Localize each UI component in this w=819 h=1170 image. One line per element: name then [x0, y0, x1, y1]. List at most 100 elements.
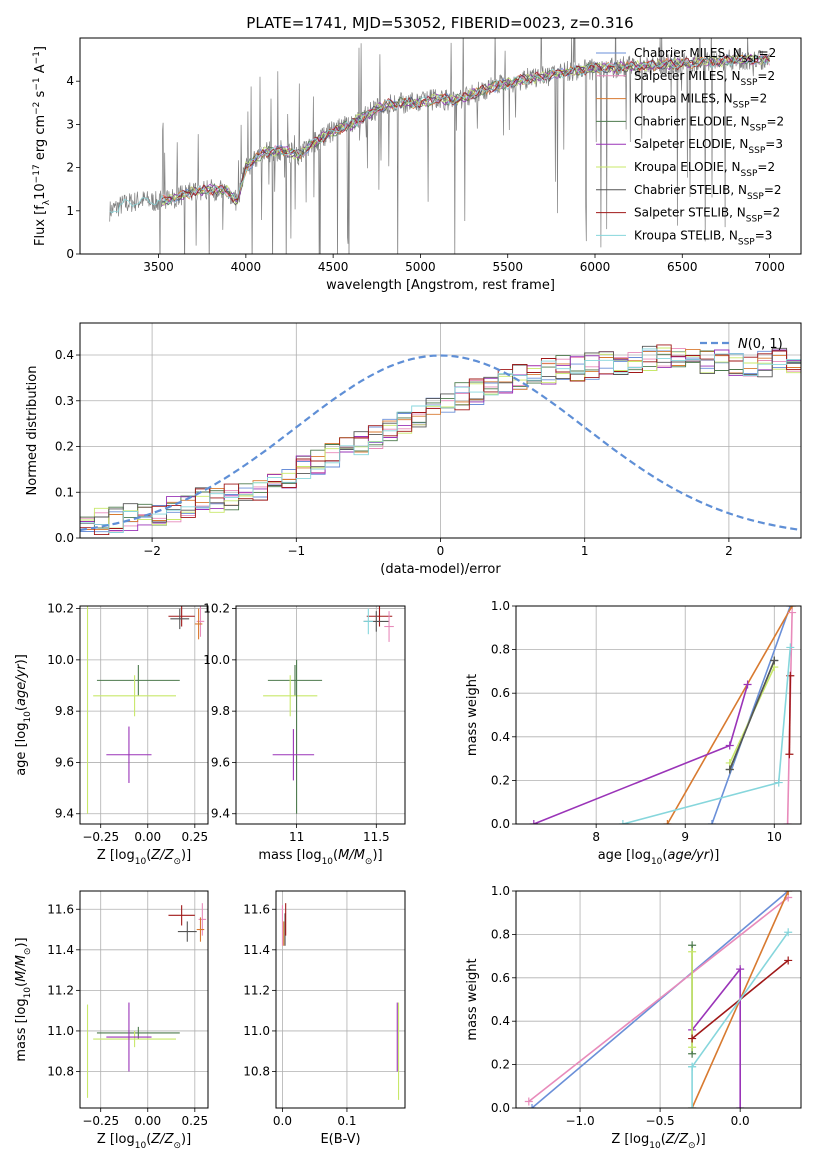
- legend-subscript: SSP: [748, 146, 765, 156]
- label-part: −2: [32, 102, 42, 115]
- weight-marker: [785, 750, 794, 759]
- legend-text: =2: [759, 46, 777, 60]
- x-tick-label: −1: [287, 544, 305, 558]
- label-part: −1: [32, 77, 42, 90]
- y-tick-label: 10.8: [47, 1064, 74, 1078]
- weight-line-chabrier_miles: [711, 606, 792, 824]
- model-spectrum-salpeter_stelib: [161, 55, 770, 203]
- y-tick-label: 0.4: [491, 1014, 510, 1028]
- y-tick-label: 9.8: [55, 704, 74, 718]
- y-tick-label: 9.4: [211, 807, 230, 821]
- y-tick-label: 11.2: [243, 983, 270, 997]
- legend-text: Kroupa STELIB, N: [634, 228, 738, 242]
- label-part: mass weight: [465, 958, 480, 1040]
- x-tick-label: 5000: [405, 260, 436, 274]
- label-part: (: [661, 1132, 666, 1147]
- x-tick-label: 0.1: [337, 1114, 356, 1128]
- x-tick-label: 0.25: [181, 1114, 208, 1128]
- y-tick-label: 10.8: [243, 1064, 270, 1078]
- y-tick-label: 1.0: [491, 599, 510, 613]
- legend-text: Salpeter MILES, N: [634, 69, 741, 83]
- y-tick-label: 0.0: [491, 817, 510, 831]
- legend-label: Salpeter ELODIE, NSSP=3: [634, 137, 783, 156]
- grid-lines: [276, 891, 405, 1108]
- label-part: age/yr: [667, 848, 710, 863]
- label-part: ⊙: [365, 857, 373, 867]
- legend-label: Kroupa STELIB, NSSP=3: [634, 228, 772, 247]
- y-tick-label: 0.4: [55, 348, 74, 362]
- legend-label: Chabrier MILES, NSSP=2: [634, 46, 776, 65]
- y-tick-label: 0.2: [491, 773, 510, 787]
- errorbar-point: [366, 606, 393, 627]
- label-part: Z/Z: [150, 1132, 174, 1147]
- grid-lines: [80, 891, 208, 1108]
- x-tick-label: 0.00: [134, 830, 161, 844]
- weight-line-kroupa_stelib: [691, 931, 789, 1068]
- label-part: 10: [651, 857, 663, 867]
- x-tick-label: 11.5: [363, 830, 390, 844]
- errorbars: [281, 903, 400, 1100]
- legend-subscript: SSP: [733, 101, 750, 111]
- label-part: Normed distribution: [25, 366, 40, 496]
- weight-marker: [618, 820, 627, 824]
- axis-ticks: −1.0 −0.5 0.0 0.0 0.2 0.4 0.6 0.8 1.0: [491, 884, 750, 1128]
- label-part: )]: [709, 848, 719, 863]
- label-part: (: [14, 982, 29, 987]
- weight-line-salpeter_miles: [528, 896, 789, 1103]
- legend-text: Kroupa MILES, N: [634, 92, 733, 106]
- errorbar-point: [196, 917, 205, 942]
- legend-subscript: SSP: [741, 169, 758, 179]
- y-tick-label: 11.0: [243, 1024, 270, 1038]
- histogram-salpeter_stelib: [80, 344, 801, 536]
- residual-legend: N(0, 1): [700, 337, 783, 352]
- histogram-steps: [80, 344, 801, 536]
- y-tick-label: 0.1: [55, 485, 74, 499]
- axes-frame: [79, 322, 802, 539]
- legend-text: Chabrier ELODIE, N: [634, 114, 750, 128]
- y-tick-label: 11.4: [243, 943, 270, 957]
- panel-mass_vs_Z: −0.25 0.00 0.25 10.8 11.0 11.2 11.4 11.6: [47, 890, 209, 1128]
- weight-marker: [725, 765, 734, 774]
- label-part: (data-model)/error: [380, 562, 501, 577]
- figure-title: PLATE=1741, MJD=53052, FIBERID=0023, z=0…: [246, 14, 633, 32]
- x-tick-label: 9: [681, 830, 689, 844]
- label-part: 10: [23, 987, 33, 999]
- legend-subscript: SSP: [741, 78, 758, 88]
- y-tick-label: 10.0: [203, 653, 230, 667]
- label-part: (: [14, 706, 29, 711]
- label-part: age [log: [14, 723, 29, 776]
- x-tick-label: 4000: [231, 260, 262, 274]
- x-tick-label: 0.0: [731, 1114, 750, 1128]
- age_vs_Z-xlabel: Z [log10(Z/Z⊙)]: [97, 848, 191, 867]
- axis-ticks: 11 11.5 9.4 9.6 9.8 10.0 10.2: [203, 602, 389, 844]
- legend-text: N: [738, 337, 748, 352]
- legend-subscript: SSP: [747, 192, 764, 202]
- weight-marker: [707, 820, 716, 824]
- y-tick-label: 0.2: [55, 440, 74, 454]
- weight-marker: [786, 643, 795, 652]
- x-tick-label: 1: [581, 544, 589, 558]
- spectrum-lines: [109, 38, 770, 254]
- axes-frame: [235, 605, 406, 825]
- label-part: 10: [322, 857, 334, 867]
- y-tick-label: 0.2: [491, 1058, 510, 1072]
- panel-spectrum: 3500 4000 4500 5000 5500 6000 6500 7000 0 1 2 3 4 Cha…: [66, 37, 802, 274]
- model-spectrum-kroupa_stelib: [109, 54, 770, 214]
- label-part: )]: [696, 1132, 706, 1147]
- histogram-chabrier_elodie: [80, 349, 801, 529]
- label-part: Z [log: [97, 1132, 135, 1147]
- x-tick-label: 2: [725, 544, 733, 558]
- legend-text: Kroupa ELODIE, N: [634, 160, 741, 174]
- errorbar-point: [96, 664, 180, 696]
- label-part: 10: [649, 1141, 661, 1151]
- label-part: E(B-V): [320, 1132, 360, 1147]
- errorbar-point: [267, 664, 323, 696]
- legend-subscript: SSP: [742, 55, 759, 65]
- histogram-salpeter_miles: [80, 348, 801, 532]
- y-tick-label: 9.4: [55, 807, 74, 821]
- x-tick-label: 11: [289, 830, 304, 844]
- y-tick-label: 0.8: [491, 643, 510, 657]
- mass_vs_ebv-xlabel: E(B-V): [320, 1132, 360, 1147]
- normal-curve-line: [80, 354, 801, 532]
- y-tick-label: 0: [66, 247, 74, 261]
